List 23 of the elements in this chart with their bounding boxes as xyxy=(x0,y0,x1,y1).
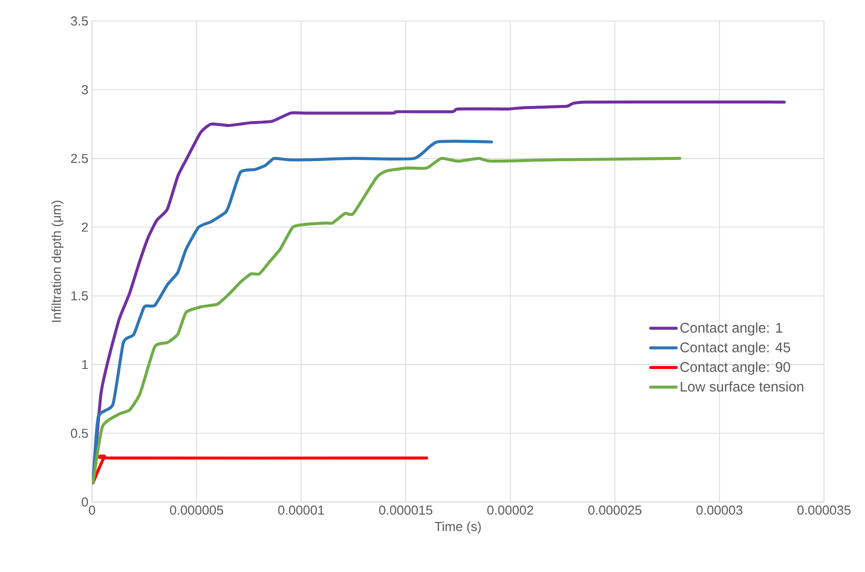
x-tick-label: 0.000035 xyxy=(797,506,851,515)
line-series xyxy=(92,156,682,484)
legend-label: Contact angle: 45 xyxy=(680,342,790,356)
y-tick-label: 0.5 xyxy=(70,428,88,438)
y-tick-label: 2.5 xyxy=(71,154,88,164)
y-tick-label: 3 xyxy=(82,85,88,94)
x-tick-label: 0.000025 xyxy=(588,506,642,515)
y-tick-label: 3.5 xyxy=(70,16,88,26)
y-tick-label: 1.5 xyxy=(71,291,88,300)
legend-label: Contact angle: 90 xyxy=(680,362,790,375)
y-axis-title: Infiltration depth (μm) xyxy=(51,200,64,322)
x-axis-title: Time (s) xyxy=(434,522,481,534)
x-tick-label: 0.00003 xyxy=(696,506,742,515)
x-tick-label: 0.000015 xyxy=(379,506,432,515)
legend-label: Low surface tension xyxy=(680,381,804,392)
y-tick-label: 2 xyxy=(82,222,88,232)
x-tick-label: 0.000005 xyxy=(170,506,224,515)
x-tick-label: 0 xyxy=(88,506,96,515)
x-tick-label: 0.00001 xyxy=(278,506,324,515)
y-tick-label: 1 xyxy=(82,360,88,370)
x-tick-label: 0.00002 xyxy=(487,506,534,515)
y-tick-label: 0 xyxy=(82,497,88,507)
legend-label: Contact angle: 1 xyxy=(680,322,782,336)
